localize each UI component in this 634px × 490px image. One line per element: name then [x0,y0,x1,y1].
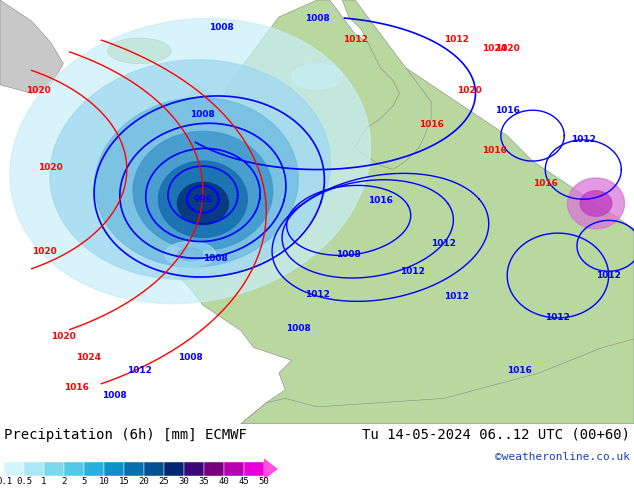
Text: 1012: 1012 [304,290,330,299]
Polygon shape [165,0,634,424]
Bar [224,462,244,476]
Text: 1012: 1012 [444,35,469,45]
Text: 1020: 1020 [32,247,57,256]
Bar [184,462,204,476]
Polygon shape [10,19,370,304]
Text: 40: 40 [219,477,230,486]
Text: 1012: 1012 [545,314,571,322]
Text: 5: 5 [81,477,87,486]
Bar [244,462,264,476]
Text: 25: 25 [158,477,169,486]
Text: 1024: 1024 [76,353,101,362]
Text: 1012: 1012 [399,267,425,276]
Text: 50: 50 [259,477,269,486]
Text: 1008: 1008 [101,392,127,400]
Text: 0.1: 0.1 [0,477,12,486]
Polygon shape [342,0,431,170]
Bar [104,462,124,476]
Text: 1008: 1008 [209,23,235,32]
Text: 1016: 1016 [368,196,393,205]
Text: 1012: 1012 [596,271,621,280]
Polygon shape [292,64,342,89]
Text: 1012: 1012 [127,366,152,375]
Polygon shape [580,191,612,216]
Text: 1016: 1016 [507,366,533,375]
Bar [4,462,24,476]
Bar [64,462,84,476]
Text: 35: 35 [198,477,209,486]
Bar [44,462,64,476]
Text: 45: 45 [238,477,249,486]
Text: 30: 30 [179,477,190,486]
Text: 20: 20 [139,477,150,486]
Bar [24,462,44,476]
Polygon shape [241,339,634,424]
Polygon shape [133,131,273,250]
Text: 1012: 1012 [431,239,456,248]
Text: 10: 10 [99,477,110,486]
Text: 1012: 1012 [444,292,469,301]
Text: 996: 996 [193,195,212,204]
Polygon shape [0,0,63,93]
Text: 1016: 1016 [533,179,558,189]
Text: ©weatheronline.co.uk: ©weatheronline.co.uk [495,452,630,462]
Text: 1008: 1008 [285,323,311,333]
Bar [144,462,164,476]
Text: 2: 2 [61,477,67,486]
FancyArrow shape [264,459,278,480]
Text: 1012: 1012 [342,35,368,45]
Polygon shape [184,85,216,119]
Polygon shape [158,161,247,237]
Text: Precipitation (6h) [mm] ECMWF: Precipitation (6h) [mm] ECMWF [4,428,247,442]
Bar [124,462,144,476]
Text: 1016: 1016 [418,120,444,129]
Text: 1016: 1016 [495,106,520,115]
Polygon shape [178,248,203,261]
Text: 1016: 1016 [482,146,507,154]
Ellipse shape [108,38,171,64]
Text: 1008: 1008 [178,353,203,362]
Text: 1020: 1020 [38,163,63,172]
Polygon shape [50,60,330,279]
Polygon shape [165,242,216,267]
Text: 1020: 1020 [51,332,76,341]
Text: 1024: 1024 [482,44,507,53]
Ellipse shape [174,110,193,127]
Text: 1: 1 [41,477,47,486]
Bar [204,462,224,476]
Text: Tu 14-05-2024 06..12 UTC (00+60): Tu 14-05-2024 06..12 UTC (00+60) [362,428,630,442]
Text: 1016: 1016 [63,383,89,392]
Text: 1012: 1012 [571,135,596,145]
Text: 1020: 1020 [495,44,520,53]
Text: 1020: 1020 [25,86,51,95]
Text: 1020: 1020 [456,86,482,95]
Polygon shape [178,182,228,224]
Bar [84,462,104,476]
Text: 1008: 1008 [203,254,228,263]
Text: 0.5: 0.5 [16,477,32,486]
Polygon shape [567,178,624,229]
Text: 15: 15 [119,477,129,486]
Text: 1008: 1008 [190,110,216,119]
Polygon shape [95,98,298,267]
Text: 1008: 1008 [336,250,361,259]
Text: 1008: 1008 [304,14,330,23]
Bar [164,462,184,476]
